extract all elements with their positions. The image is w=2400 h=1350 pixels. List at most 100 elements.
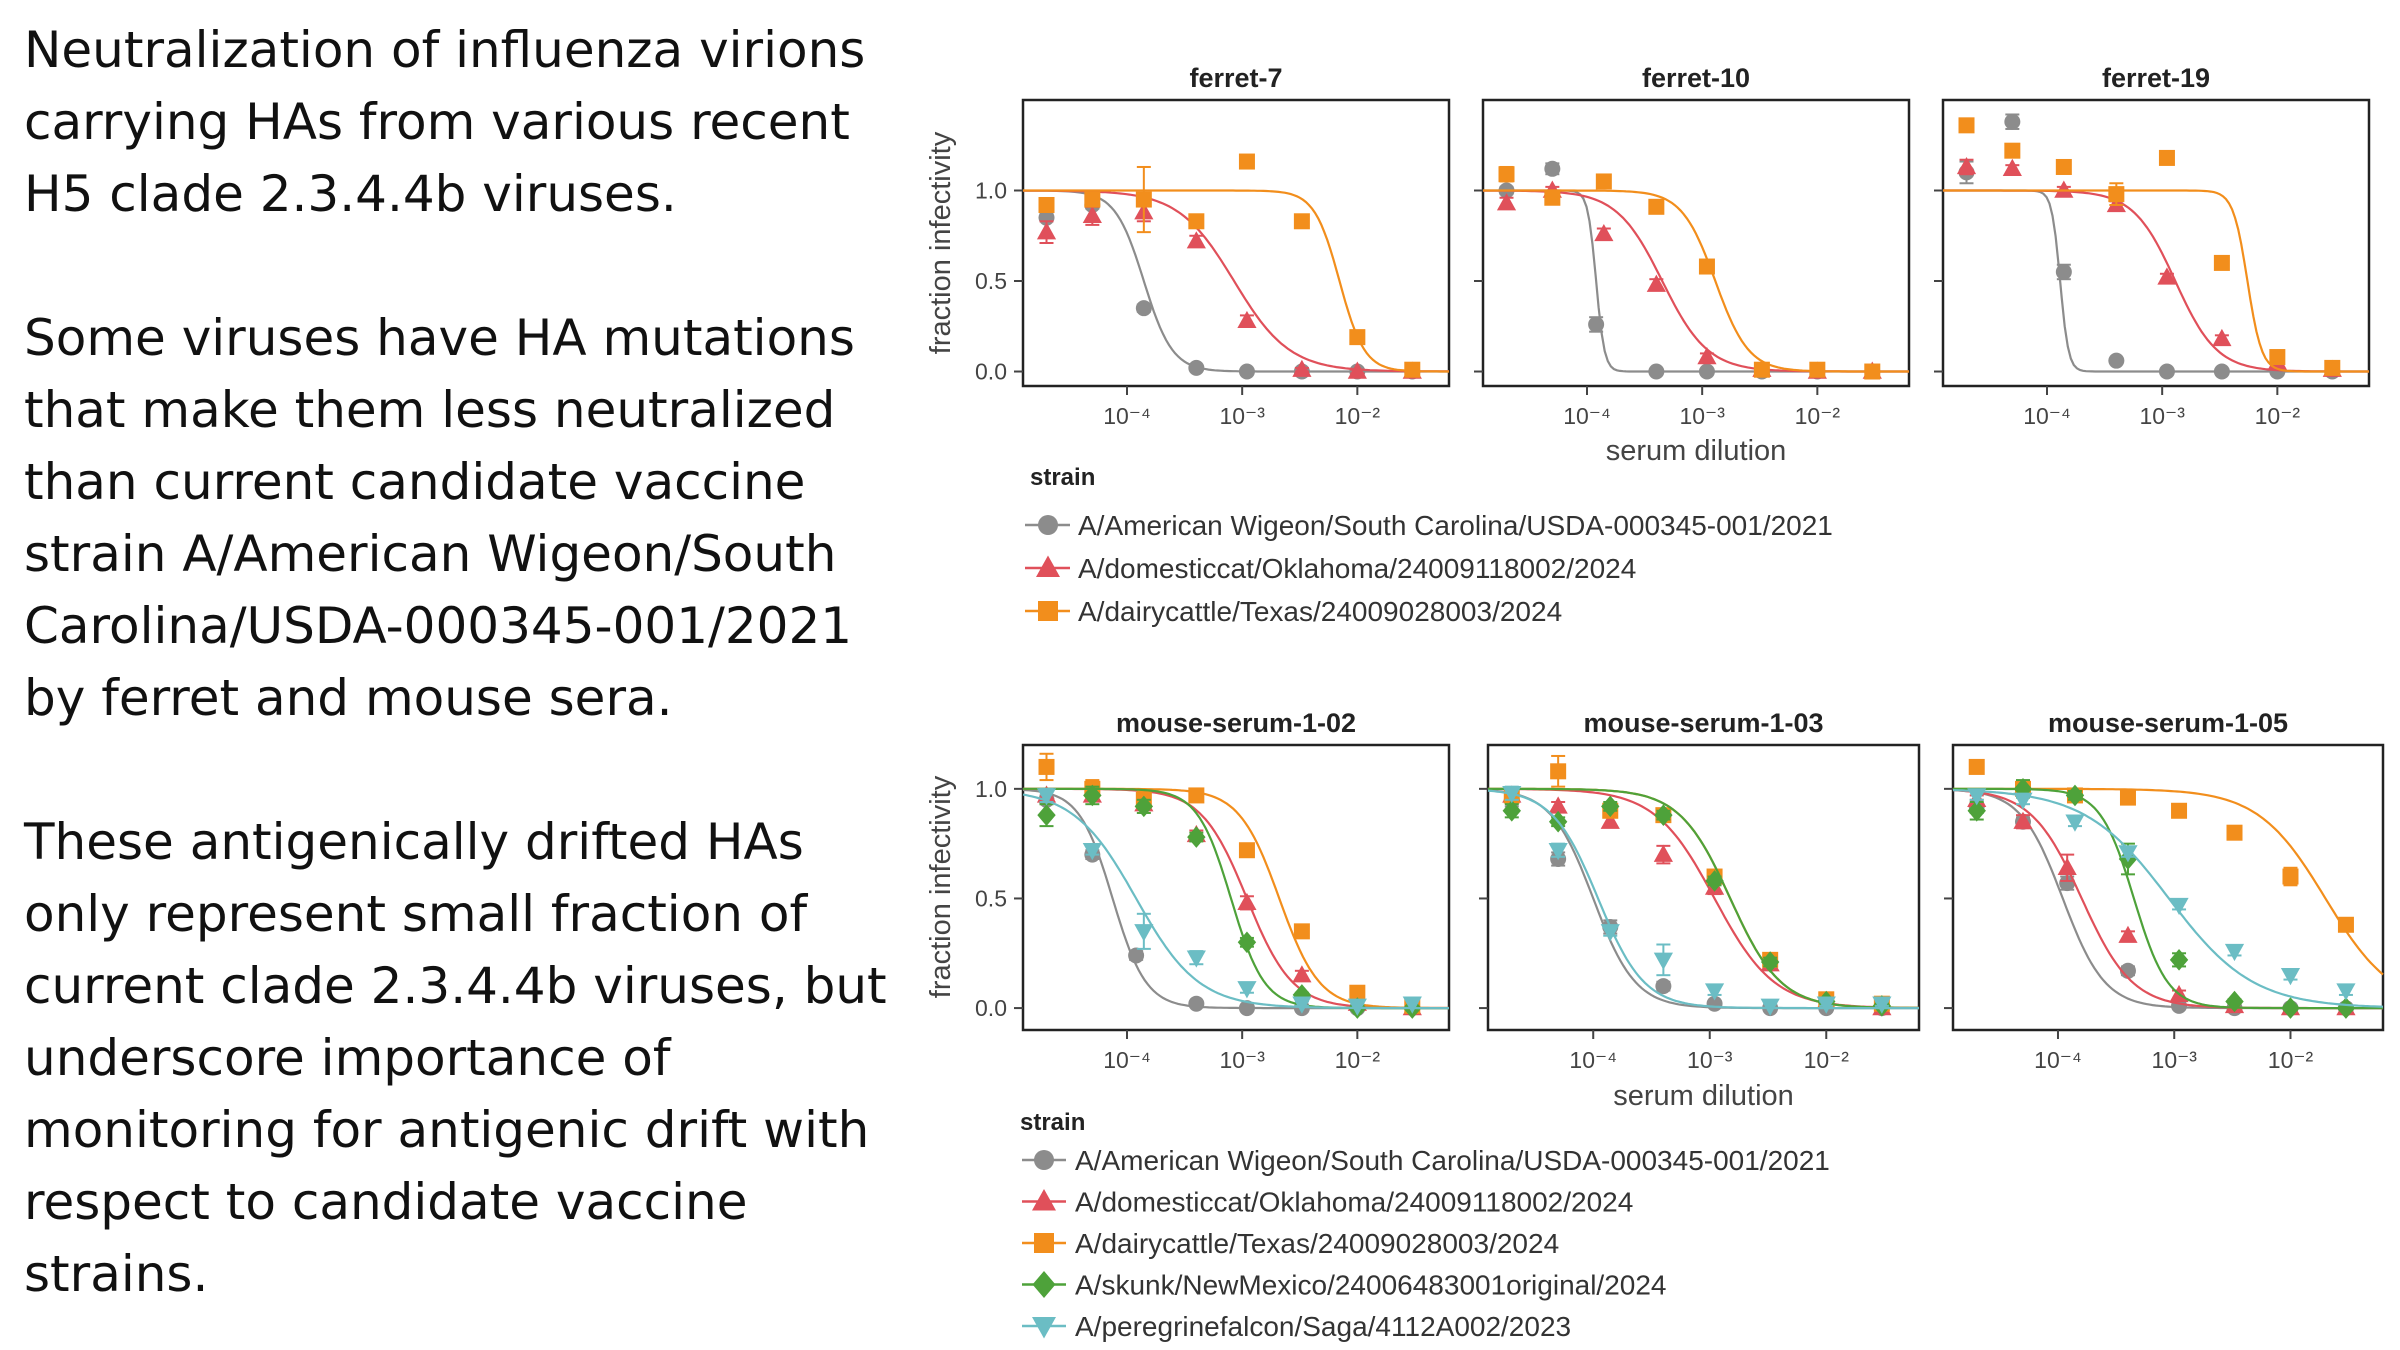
panel-frame: [1941, 98, 2371, 388]
data-point: [1704, 983, 1725, 1001]
data-point: [1600, 811, 1620, 829]
x-tick-label: 10⁻³: [2139, 403, 2185, 429]
data-point: [2065, 814, 2085, 832]
data-point: [1238, 842, 1255, 859]
data-point: [1238, 153, 1255, 170]
data-point: [2337, 916, 2354, 933]
data-point: [1496, 193, 1517, 211]
data-point: [1238, 363, 1255, 380]
data-point: [1544, 189, 1561, 206]
data-point: [2002, 158, 2022, 176]
x-tick-label: 10⁻³: [2152, 1047, 2198, 1073]
data-point: [1347, 361, 1367, 379]
panel-ferret-19: ferret-19 10⁻⁴ 10⁻³ 10⁻²: [1934, 63, 2371, 429]
data-point: [1128, 947, 1145, 964]
data-point: [1188, 787, 1205, 804]
data-point: [1293, 213, 1310, 230]
fit-curve: [1023, 787, 1449, 1010]
data-point: [1601, 795, 1620, 818]
data-point: [1809, 361, 1826, 378]
panel-frame: [1021, 743, 1451, 1032]
data-point: [2057, 857, 2077, 875]
data-point: [1705, 870, 1724, 892]
legend-label: A/skunk/NewMexico/24006483001original/20…: [1075, 1270, 1667, 1301]
data-point: [2059, 875, 2076, 892]
data-point: [2119, 789, 2136, 806]
data-point: [2213, 254, 2230, 271]
data-point: [1238, 1000, 1255, 1017]
data-point: [1292, 965, 1312, 983]
panel-ferret-7: ferret-7 10⁻⁴ 10⁻³ 10⁻² 0.0 0.5 1.0: [975, 63, 1451, 429]
data-point: [2013, 811, 2033, 829]
data-point: [1697, 347, 1717, 365]
panel-title: ferret-10: [1642, 63, 1750, 93]
data-point: [1292, 359, 1312, 377]
x-tick-label: 10⁻⁴: [1563, 403, 1611, 429]
data-point: [1588, 316, 1605, 333]
data-point: [1293, 923, 1310, 940]
legend-marker: [1032, 1271, 1056, 1298]
data-point: [1038, 758, 1055, 775]
description-paragraph-2: Some viruses have HA mutations that make…: [24, 309, 855, 727]
data-point: [1036, 222, 1057, 240]
data-point: [2118, 845, 2138, 863]
data-point: [2054, 180, 2074, 198]
data-point: [1237, 892, 1257, 911]
data-point: [2213, 363, 2230, 380]
x-tick-label: 10⁻⁴: [1569, 1047, 1617, 1073]
data-point: [2055, 263, 2072, 280]
fit-curve: [1022, 793, 1449, 1010]
data-point: [1135, 300, 1152, 317]
panel-title: ferret-7: [1189, 63, 1282, 93]
data-point: [1594, 223, 1614, 242]
data-point: [1402, 996, 1422, 1014]
fit-curve: [1483, 189, 1909, 373]
data-point: [1036, 788, 1057, 806]
fit-curve: [1487, 789, 1919, 1010]
legend-marker: [1034, 1150, 1054, 1170]
x-axis-title: serum dilution: [1606, 435, 1787, 467]
panel-frame: [1481, 98, 1911, 388]
data-point: [2013, 792, 2033, 810]
x-tick-label: 10⁻²: [1335, 403, 1381, 429]
x-tick-label: 10⁻⁴: [2034, 1047, 2082, 1073]
x-tick-label: 10⁻³: [1687, 1047, 1733, 1073]
data-point: [1188, 995, 1205, 1012]
data-point: [1548, 796, 1568, 814]
legend-label: A/dairycattle/Texas/24009028003/2024: [1075, 1228, 1559, 1259]
y-axis-title: fraction infectivity: [925, 775, 957, 998]
data-point: [1404, 361, 1421, 378]
y-tick-label: 0.0: [975, 995, 1007, 1021]
legend-marker: [1036, 555, 1060, 577]
data-point: [1347, 998, 1367, 1016]
data-point: [2169, 897, 2189, 916]
data-point: [2269, 349, 2286, 366]
fit-curve: [1023, 787, 1449, 1010]
data-point: [1872, 996, 1892, 1014]
data-point: [1237, 310, 1257, 329]
data-point: [1653, 952, 1673, 970]
fit-curve: [1943, 189, 2369, 373]
panel-ferret-10: ferret-10 10⁻⁴ 10⁻³ 10⁻²: [1474, 63, 1911, 429]
data-point: [1864, 363, 1881, 380]
data-point: [1968, 758, 1985, 775]
panel-mouse-serum-1-05: mouse-serum-1-05 10⁻⁴ 10⁻³ 10⁻²: [1944, 708, 2385, 1073]
description-paragraph-3: These antigenically drifted HAs only rep…: [24, 813, 887, 1303]
data-point: [1646, 274, 1666, 292]
data-point: [1816, 996, 1836, 1014]
data-point: [2226, 824, 2243, 841]
data-point: [1188, 359, 1205, 376]
x-tick-label: 10⁻⁴: [2023, 403, 2071, 429]
panel-mouse-serum-1-03: mouse-serum-1-03 10⁻⁴ 10⁻³ 10⁻²: [1479, 708, 1921, 1073]
legend-label: A/dairycattle/Texas/24009028003/2024: [1078, 596, 1562, 627]
data-point: [1082, 205, 1102, 224]
data-point: [2158, 363, 2175, 380]
x-tick-label: 10⁻⁴: [1103, 403, 1151, 429]
data-point: [1698, 258, 1715, 275]
x-tick-label: 10⁻³: [1219, 403, 1265, 429]
y-axis-title: fraction infectivity: [925, 131, 957, 354]
fit-curve: [1943, 189, 2369, 373]
data-point: [1037, 804, 1056, 826]
